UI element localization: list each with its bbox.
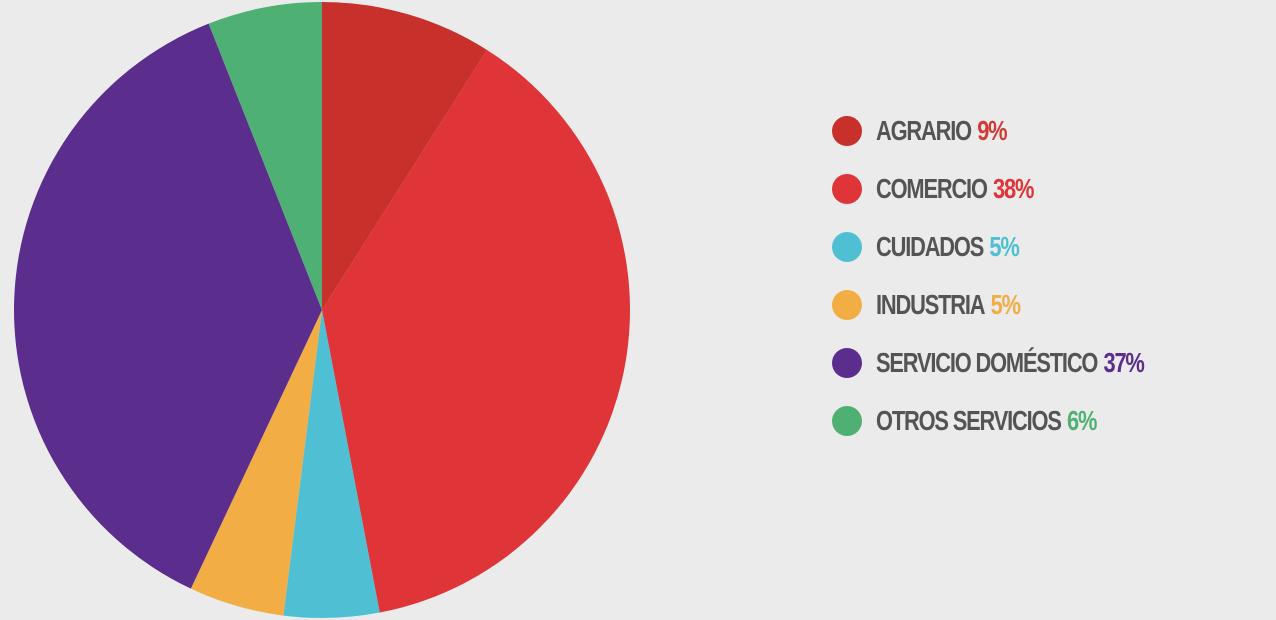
pie-slice-servicio-dom-stico xyxy=(14,23,322,589)
legend-swatch xyxy=(832,290,862,320)
legend-text: INDUSTRIA 5% xyxy=(876,289,1021,321)
legend-label: CUIDADOS xyxy=(876,231,984,262)
legend-swatch xyxy=(832,174,862,204)
legend-value: 5% xyxy=(990,289,1021,320)
legend-swatch xyxy=(832,116,862,146)
legend-swatch xyxy=(832,406,862,436)
legend-text: COMERCIO 38% xyxy=(876,173,1034,205)
legend-value: 6% xyxy=(1066,405,1097,436)
legend-swatch xyxy=(832,232,862,262)
legend-value: 9% xyxy=(977,115,1007,146)
legend-value: 38% xyxy=(993,173,1034,204)
pie-slice-industria xyxy=(190,310,322,616)
legend-item: INDUSTRIA 5% xyxy=(832,276,1272,334)
pie-slice-comercio xyxy=(322,49,631,613)
legend-text: OTROS SERVICIOS 6% xyxy=(876,405,1097,437)
chart-legend: AGRARIO 9% COMERCIO 38% CUIDADOS 5% INDUSTRIA 5… xyxy=(832,102,1272,450)
legend-value: 37% xyxy=(1103,347,1144,378)
legend-text: AGRARIO 9% xyxy=(876,115,1008,147)
legend-label: OTROS SERVICIOS xyxy=(876,405,1062,436)
legend-item: COMERCIO 38% xyxy=(832,160,1272,218)
legend-text: SERVICIO DOMÉSTICO 37% xyxy=(876,347,1145,379)
legend-text: CUIDADOS 5% xyxy=(876,231,1020,263)
legend-label: COMERCIO xyxy=(876,173,988,204)
legend-label: SERVICIO DOMÉSTICO xyxy=(876,347,1098,378)
legend-label: INDUSTRIA xyxy=(876,289,986,320)
legend-item: AGRARIO 9% xyxy=(832,102,1272,160)
pie-slice-otros-servicios xyxy=(208,2,322,310)
pie-slice-cuidados xyxy=(283,310,380,618)
legend-item: OTROS SERVICIOS 6% xyxy=(832,392,1272,450)
pie-chart xyxy=(14,2,631,618)
legend-value: 5% xyxy=(989,231,1019,262)
legend-label: AGRARIO xyxy=(876,115,972,146)
legend-swatch xyxy=(832,348,862,378)
legend-item: CUIDADOS 5% xyxy=(832,218,1272,276)
legend-item: SERVICIO DOMÉSTICO 37% xyxy=(832,334,1272,392)
pie-slice-agrario xyxy=(322,2,488,310)
